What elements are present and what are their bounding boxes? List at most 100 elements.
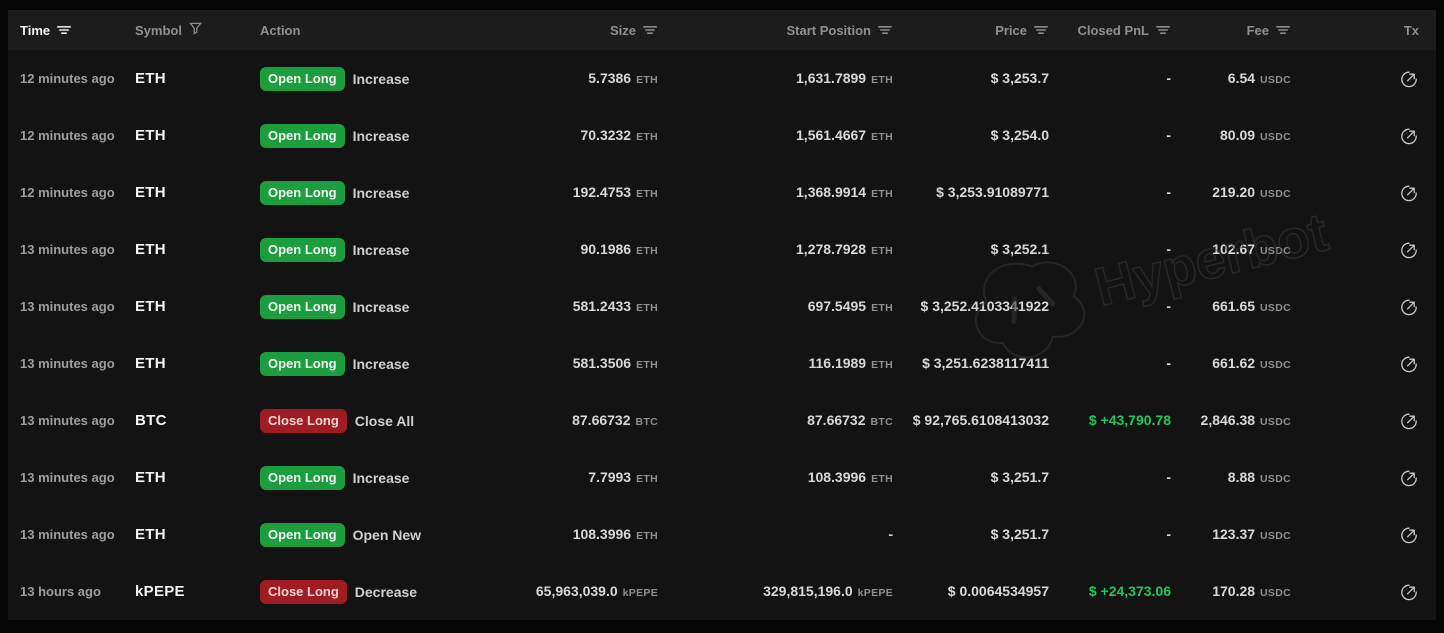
row-price: $ 3,251.6238117411 bbox=[893, 355, 1049, 373]
fee-unit: USDC bbox=[1260, 244, 1291, 257]
row-time: 13 minutes ago bbox=[20, 470, 115, 485]
row-action: Open Long Increase bbox=[260, 465, 488, 490]
sort-icon bbox=[643, 23, 658, 38]
row-closed-pnl: - bbox=[1049, 184, 1171, 202]
row-time: 12 minutes ago bbox=[20, 128, 115, 143]
size-value: 5.7386 bbox=[588, 69, 632, 86]
row-start-position: 108.3996 ETH bbox=[658, 469, 893, 487]
size-value: 192.4753 bbox=[572, 183, 632, 200]
action-sub-label: Increase bbox=[352, 184, 410, 201]
tx-link-icon[interactable] bbox=[1399, 524, 1419, 545]
column-header-closed-pnl-label: Closed PnL bbox=[1077, 22, 1149, 38]
action-sub-label: Increase bbox=[352, 70, 410, 87]
row-action: Open Long Increase bbox=[260, 180, 488, 205]
size-value: 581.2433 bbox=[572, 297, 632, 314]
column-header-start-position-label: Start Position bbox=[786, 22, 871, 38]
row-fee: 661.65 USDC bbox=[1171, 298, 1291, 316]
start-position-value: 108.3996 bbox=[807, 468, 867, 485]
start-position-unit: ETH bbox=[871, 187, 893, 200]
table-header-row: Time Symbol Action Size Start Position P… bbox=[8, 10, 1436, 50]
pnl-value: - bbox=[1166, 354, 1171, 371]
table-row: 12 minutes ago ETH Open Long Increase 70… bbox=[8, 107, 1436, 164]
table-row: 13 minutes ago BTC Close Long Close All … bbox=[8, 392, 1436, 449]
start-position-unit: BTC bbox=[870, 415, 893, 428]
size-unit: ETH bbox=[636, 130, 658, 143]
row-closed-pnl: - bbox=[1049, 241, 1171, 259]
tx-link-icon[interactable] bbox=[1399, 296, 1419, 317]
action-sub-label: Close All bbox=[354, 412, 415, 429]
fee-unit: USDC bbox=[1260, 130, 1291, 143]
row-symbol: ETH bbox=[135, 355, 166, 372]
column-header-symbol-label: Symbol bbox=[135, 22, 182, 38]
tx-link-icon[interactable] bbox=[1399, 68, 1419, 89]
tx-link-icon[interactable] bbox=[1399, 467, 1419, 488]
row-tx bbox=[1291, 182, 1422, 203]
column-header-time[interactable]: Time bbox=[20, 23, 135, 38]
row-tx bbox=[1291, 353, 1422, 374]
column-header-price[interactable]: Price bbox=[893, 23, 1049, 38]
row-fee: 123.37 USDC bbox=[1171, 526, 1291, 544]
row-tx bbox=[1291, 296, 1422, 317]
row-closed-pnl: - bbox=[1049, 355, 1171, 373]
row-fee: 661.62 USDC bbox=[1171, 355, 1291, 373]
row-action: Open Long Open New bbox=[260, 522, 488, 547]
price-value: $ 3,251.6238117411 bbox=[922, 354, 1049, 371]
row-start-position: 329,815,196.0 kPEPE bbox=[658, 583, 893, 601]
row-price: $ 3,251.7 bbox=[893, 469, 1049, 487]
row-price: $ 92,765.6108413032 bbox=[893, 412, 1049, 430]
size-value: 70.3232 bbox=[580, 126, 632, 143]
row-time: 13 minutes ago bbox=[20, 356, 115, 371]
column-header-size[interactable]: Size bbox=[488, 23, 658, 38]
column-header-tx: Tx bbox=[1291, 23, 1422, 38]
tx-link-icon[interactable] bbox=[1399, 353, 1419, 374]
row-tx bbox=[1291, 581, 1422, 602]
start-position-value: 697.5495 bbox=[807, 297, 867, 314]
fee-unit: USDC bbox=[1260, 472, 1291, 485]
column-header-size-label: Size bbox=[609, 22, 636, 38]
tx-link-icon[interactable] bbox=[1399, 182, 1419, 203]
column-header-closed-pnl[interactable]: Closed PnL bbox=[1049, 23, 1171, 38]
size-unit: ETH bbox=[636, 472, 658, 485]
fee-value: 661.62 bbox=[1212, 354, 1256, 371]
price-value: $ 3,254.0 bbox=[990, 126, 1049, 143]
size-value: 7.7993 bbox=[588, 468, 632, 485]
pnl-value: - bbox=[1166, 240, 1171, 257]
row-tx bbox=[1291, 68, 1422, 89]
column-header-symbol[interactable]: Symbol bbox=[135, 22, 260, 38]
fee-value: 2,846.38 bbox=[1200, 411, 1256, 428]
row-time: 13 minutes ago bbox=[20, 242, 115, 257]
row-time: 12 minutes ago bbox=[20, 71, 115, 86]
fee-value: 170.28 bbox=[1212, 582, 1256, 599]
tx-link-icon[interactable] bbox=[1399, 239, 1419, 260]
action-sub-label: Increase bbox=[352, 241, 410, 258]
trade-history-table: Time Symbol Action Size Start Position P… bbox=[8, 10, 1436, 620]
action-badge: Open Long bbox=[260, 522, 345, 547]
row-fee: 8.88 USDC bbox=[1171, 469, 1291, 487]
row-size: 90.1986 ETH bbox=[488, 241, 658, 259]
table-row: 13 minutes ago ETH Open Long Increase 90… bbox=[8, 221, 1436, 278]
column-header-action[interactable]: Action bbox=[260, 23, 488, 38]
fee-value: 123.37 bbox=[1212, 525, 1256, 542]
tx-link-icon[interactable] bbox=[1399, 581, 1419, 602]
row-closed-pnl: $ +43,790.78 bbox=[1049, 412, 1171, 430]
row-symbol: kPEPE bbox=[135, 583, 185, 600]
row-action: Open Long Increase bbox=[260, 237, 488, 262]
price-value: $ 3,251.7 bbox=[990, 468, 1049, 485]
fee-value: 80.09 bbox=[1220, 126, 1256, 143]
tx-link-icon[interactable] bbox=[1399, 410, 1419, 431]
row-symbol: ETH bbox=[135, 298, 166, 315]
pnl-value: - bbox=[1166, 183, 1171, 200]
tx-link-icon[interactable] bbox=[1399, 125, 1419, 146]
row-action: Open Long Increase bbox=[260, 66, 488, 91]
row-closed-pnl: - bbox=[1049, 526, 1171, 544]
sort-icon bbox=[1156, 23, 1171, 38]
row-symbol: ETH bbox=[135, 70, 166, 87]
start-position-value: 1,631.7899 bbox=[796, 69, 867, 86]
row-closed-pnl: $ +24,373.06 bbox=[1049, 583, 1171, 601]
column-header-start-position[interactable]: Start Position bbox=[658, 23, 893, 38]
price-value: $ 0.0064534957 bbox=[947, 582, 1049, 599]
price-value: $ 92,765.6108413032 bbox=[912, 411, 1049, 428]
sort-icon bbox=[57, 23, 72, 38]
table-row: 13 minutes ago ETH Open Long Increase 58… bbox=[8, 278, 1436, 335]
column-header-fee[interactable]: Fee bbox=[1171, 23, 1291, 38]
